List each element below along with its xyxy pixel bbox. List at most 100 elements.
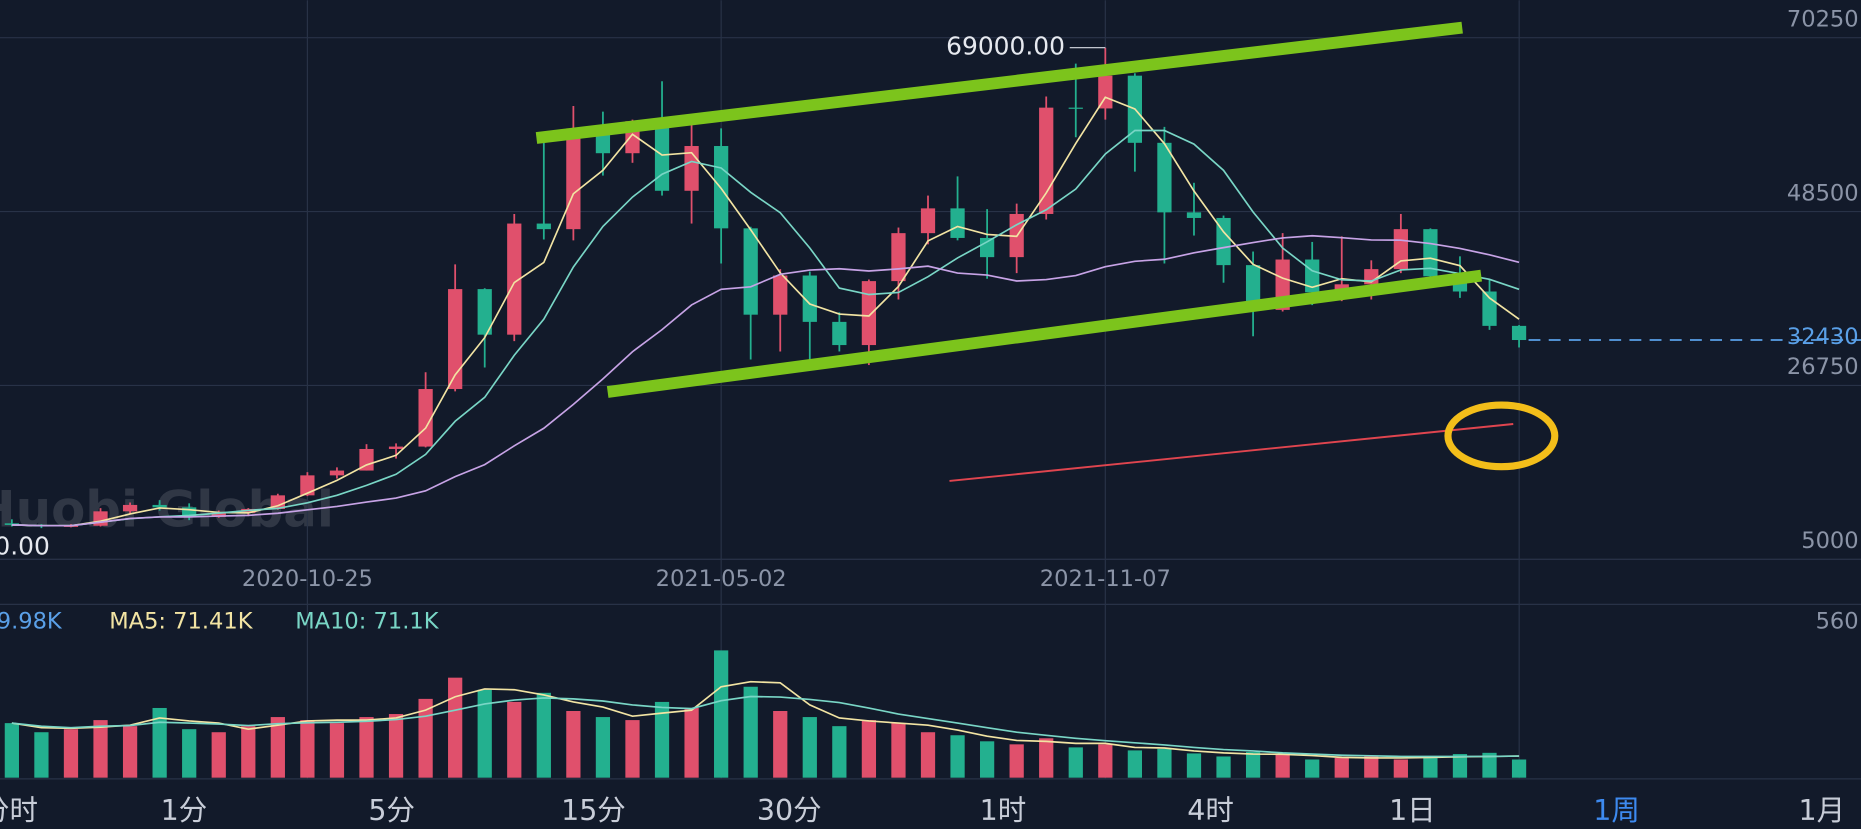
candle-body bbox=[329, 470, 345, 476]
timeframe-tab[interactable]: 1时 bbox=[980, 794, 1027, 827]
candle-body bbox=[1039, 107, 1054, 214]
x-tick-label: 2021-05-02 bbox=[656, 566, 787, 592]
watermark: Huobi Global bbox=[0, 481, 334, 539]
candle-body bbox=[1098, 75, 1113, 109]
low-label: 8900.00 bbox=[0, 531, 50, 560]
candle-body bbox=[211, 512, 226, 517]
candle-body bbox=[300, 475, 315, 496]
candle-body bbox=[861, 281, 877, 346]
candle-body bbox=[773, 275, 788, 315]
candle-body bbox=[1245, 265, 1261, 310]
volume-bar bbox=[507, 701, 522, 778]
volume-bar bbox=[329, 723, 345, 778]
volume-bar bbox=[1334, 757, 1349, 778]
volume-bar bbox=[1452, 754, 1468, 778]
candle-body bbox=[122, 504, 138, 512]
candle-body bbox=[359, 448, 374, 471]
timeframe-tab[interactable]: 1日 bbox=[1389, 794, 1436, 827]
trend-line-lower bbox=[606, 269, 1482, 398]
candle-body bbox=[1216, 217, 1231, 266]
volume-bar bbox=[861, 720, 877, 778]
volume-ma-line bbox=[11, 680, 1520, 759]
candle-body bbox=[1157, 142, 1172, 213]
volume-bar bbox=[93, 720, 108, 778]
volume-bar bbox=[1482, 752, 1497, 778]
highlight-ellipse bbox=[1444, 401, 1559, 471]
volume-bar bbox=[802, 717, 817, 778]
volume-bar bbox=[773, 711, 788, 778]
volume-bar bbox=[979, 741, 995, 778]
candle-body bbox=[4, 523, 19, 525]
legend-name: MA10: bbox=[295, 609, 366, 635]
volume-bar bbox=[1127, 750, 1142, 778]
candle-body bbox=[920, 208, 936, 234]
volume-current-label: 59.98K bbox=[0, 609, 63, 635]
volume-bar bbox=[1039, 738, 1054, 778]
drawn-line bbox=[949, 423, 1514, 482]
timeframe-tab[interactable]: 1分 bbox=[161, 794, 208, 827]
candle-body bbox=[1423, 229, 1438, 277]
volume-bar bbox=[625, 720, 640, 778]
high-label: 69000.00 bbox=[946, 32, 1065, 61]
timeframe-tab[interactable]: 1周 bbox=[1593, 794, 1640, 827]
y-tick-label: 70250 bbox=[1787, 6, 1859, 32]
ma-line bbox=[11, 234, 1520, 527]
candle-body bbox=[832, 321, 847, 346]
candle-body bbox=[1186, 212, 1202, 218]
candle-body bbox=[1068, 107, 1083, 109]
candle-body bbox=[654, 121, 670, 191]
volume-bar bbox=[241, 726, 256, 778]
candle-body bbox=[802, 275, 817, 322]
candle-body bbox=[270, 495, 285, 509]
volume-bar bbox=[211, 732, 226, 778]
volume-bar bbox=[1305, 759, 1320, 778]
y-tick-label: 5000 bbox=[1801, 528, 1858, 554]
volume-bar bbox=[832, 726, 847, 778]
candle-body bbox=[979, 237, 995, 258]
volume-bar bbox=[388, 714, 404, 778]
volume-bar bbox=[4, 723, 19, 778]
volume-bar bbox=[1511, 759, 1527, 778]
timeframe-tab[interactable]: 30分 bbox=[757, 794, 822, 827]
candle-body bbox=[507, 223, 522, 335]
volume-bar bbox=[418, 698, 433, 778]
timeframe-tab[interactable]: 5分 bbox=[368, 794, 415, 827]
timeframe-tab[interactable]: 4时 bbox=[1187, 794, 1234, 827]
legend-value: 71.41K bbox=[173, 609, 254, 635]
volume-bar bbox=[1423, 756, 1438, 778]
timeframe-tab[interactable]: 1月 bbox=[1799, 794, 1846, 827]
volume-bar bbox=[34, 732, 49, 778]
y-tick-label: 26750 bbox=[1787, 354, 1859, 380]
volume-bar bbox=[1068, 747, 1083, 778]
timeframe-tab[interactable]: 15分 bbox=[561, 794, 626, 827]
trend-line-upper bbox=[535, 21, 1463, 144]
x-tick-label: 2020-10-25 bbox=[242, 566, 373, 592]
volume-bar bbox=[1393, 759, 1408, 778]
volume-bar bbox=[477, 689, 492, 778]
candle-body bbox=[536, 223, 551, 230]
volume-bar bbox=[1364, 756, 1379, 778]
volume-bar bbox=[595, 717, 611, 778]
volume-bar bbox=[1009, 744, 1024, 778]
volume-bar bbox=[270, 717, 285, 778]
candle-body bbox=[448, 289, 463, 390]
candle-body bbox=[477, 289, 492, 335]
volume-bar bbox=[63, 729, 79, 778]
volume-bar bbox=[1275, 754, 1290, 778]
legend-value: 71.1K bbox=[374, 609, 440, 635]
y-tick-label: 48500 bbox=[1787, 180, 1859, 206]
volume-bar bbox=[1245, 751, 1261, 778]
volume-bar bbox=[714, 650, 729, 778]
volume-bar bbox=[536, 692, 551, 778]
candle-body bbox=[152, 504, 167, 508]
volume-bar bbox=[1216, 756, 1231, 778]
candle-body bbox=[1482, 291, 1497, 326]
volume-bar bbox=[950, 735, 965, 778]
volume-bar bbox=[359, 717, 374, 778]
volume-bar bbox=[743, 686, 758, 778]
timeframe-tab[interactable]: 分时 bbox=[0, 794, 38, 827]
volume-bar bbox=[300, 720, 315, 778]
